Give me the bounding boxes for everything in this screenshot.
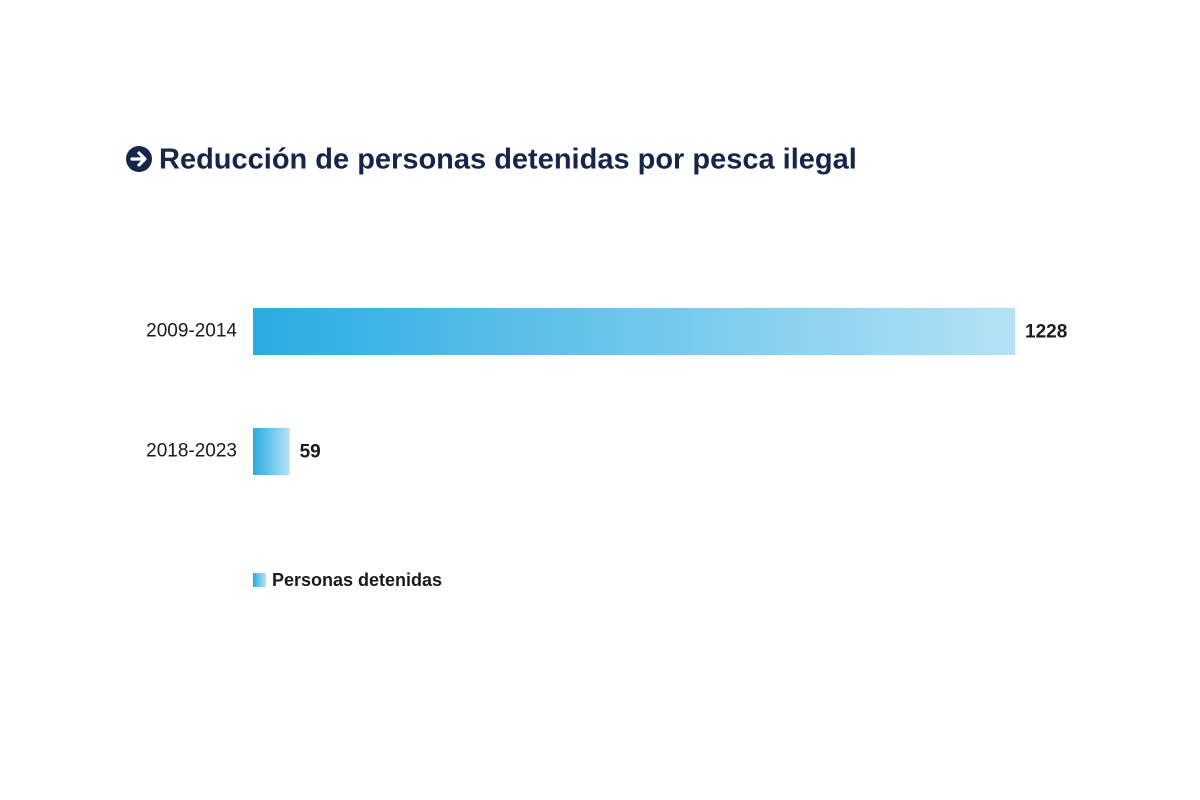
y-tick-label: 2018-2023 <box>146 441 237 462</box>
legend-swatch <box>253 573 266 587</box>
chart-title: Reducción de personas detenidas por pesc… <box>159 144 857 176</box>
title-icon <box>126 146 152 172</box>
value-label: 1228 <box>1025 322 1067 343</box>
y-tick-label: 2009-2014 <box>146 321 237 342</box>
bar <box>253 308 1015 355</box>
legend-label: Personas detenidas <box>272 570 442 590</box>
bar <box>253 428 290 475</box>
value-label: 59 <box>300 442 321 463</box>
